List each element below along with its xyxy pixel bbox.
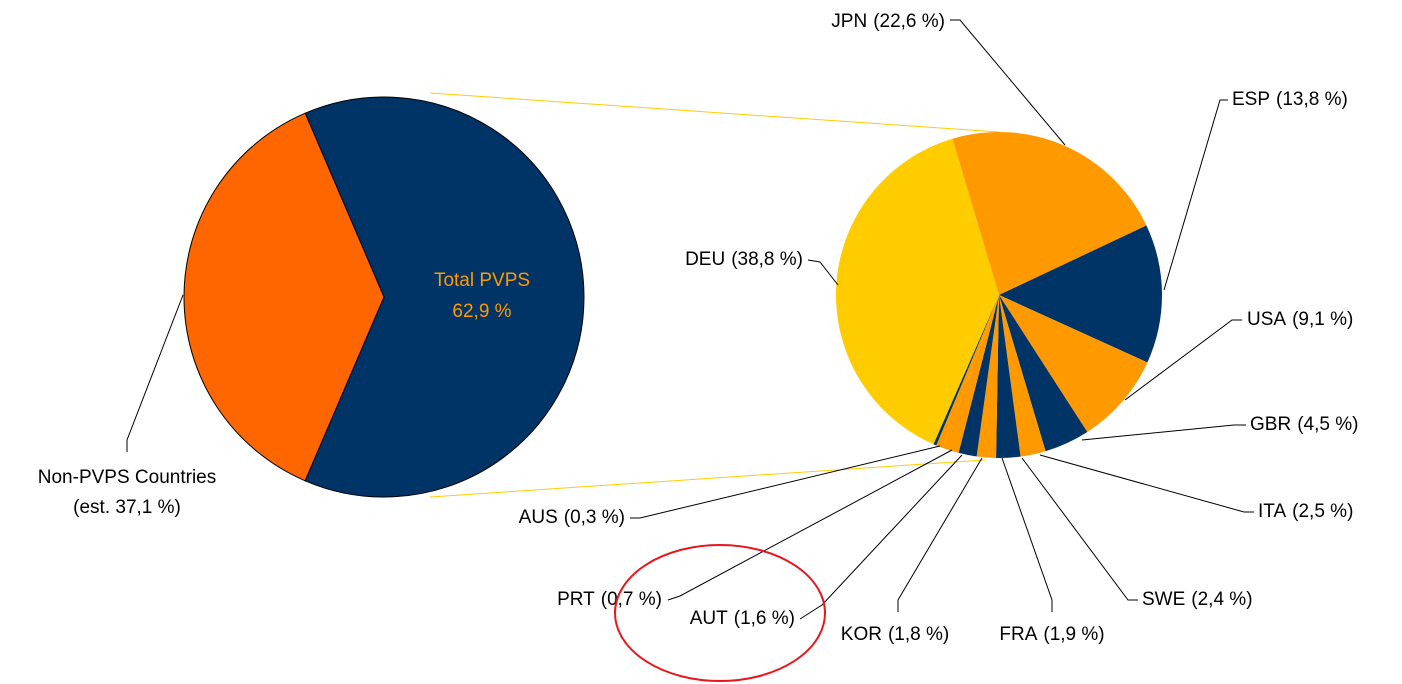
pie-slice: [999, 295, 1148, 433]
slice-label: GBR (4,5 %): [1250, 414, 1358, 435]
labels: Total PVPS 62,9 % Non-PVPS Countries (est. …: [38, 11, 1359, 645]
leader-line: [950, 19, 1066, 146]
category-label: PRT: [557, 589, 595, 610]
pie-slice: [304, 96, 585, 498]
connector-line: [429, 459, 986, 498]
value-label: 62,9 %: [452, 301, 511, 322]
leader-line: [630, 445, 941, 519]
pie-slice: [942, 295, 999, 453]
pie-slice: [996, 295, 1021, 458]
pie-slice: [958, 295, 999, 457]
pie-slice: [999, 225, 1163, 363]
slices: [183, 96, 1163, 498]
value-label: (0,7 %): [601, 589, 662, 610]
category-label: ITA: [1258, 501, 1286, 522]
value-label: (2,5 %): [1292, 501, 1353, 522]
slice-label: AUS (0,3 %): [519, 507, 625, 528]
value-label: (4,5 %): [1297, 414, 1358, 435]
connector-line: [429, 92, 1000, 133]
slice-label: JPN (22,6 %): [831, 11, 945, 32]
pie-slice: [952, 132, 1147, 295]
category-label: DEU: [685, 249, 725, 270]
leader-line: [126, 294, 184, 452]
leader-line: [1081, 424, 1246, 441]
value-label: (2,4 %): [1191, 589, 1252, 610]
leader-line: [1039, 454, 1254, 513]
slice-label: Total PVPS: [434, 270, 530, 291]
category-label: ESP: [1232, 89, 1270, 110]
slice-label: PRT (0,7 %): [557, 589, 662, 610]
pie-slice: [976, 295, 999, 458]
value-label: (13,8 %): [1276, 89, 1348, 110]
slice-label: AUT (1,6 %): [690, 608, 795, 629]
leader-line: [897, 457, 983, 612]
value-label: (1,9 %): [1043, 624, 1104, 645]
pie-slice: [936, 295, 999, 449]
category-label: AUT: [690, 608, 728, 629]
category-label: AUS: [519, 507, 558, 528]
highlight-circle: [614, 544, 826, 682]
slice-label: DEU (38,8 %): [685, 249, 803, 270]
leader-line: [807, 259, 839, 286]
leader-line: [1021, 457, 1138, 601]
category-label: SWE: [1142, 589, 1185, 610]
pie-slice: [933, 295, 999, 446]
slice-label: ESP (13,8 %): [1232, 89, 1348, 110]
pie-slice: [999, 295, 1046, 457]
category-label: FRA: [999, 624, 1037, 645]
slice-label: SWE (2,4 %): [1142, 589, 1253, 610]
pie-slice: [183, 112, 385, 482]
pie-slice: [999, 295, 1088, 452]
leader-line: [799, 454, 963, 620]
category-label: GBR: [1250, 414, 1291, 435]
leader-line: [667, 449, 953, 601]
value-label: (0,3 %): [564, 507, 625, 528]
slice-label: Non-PVPS Countries: [38, 467, 216, 488]
category-label: KOR: [841, 624, 882, 645]
leader-line: [1001, 457, 1053, 612]
category-label: USA: [1247, 309, 1286, 330]
value-label: (1,6 %): [734, 608, 795, 629]
slice-label: ITA (2,5 %): [1258, 501, 1353, 522]
slice-label: KOR (1,8 %): [841, 624, 949, 645]
slice-label: USA (9,1 %): [1247, 309, 1353, 330]
value-label: (38,8 %): [731, 249, 803, 270]
leader-line: [1124, 319, 1242, 401]
leader-line: [1163, 99, 1228, 291]
slice-label: FRA (1,9 %): [999, 624, 1104, 645]
pie-slice: [836, 138, 999, 445]
value-label: (9,1 %): [1292, 309, 1353, 330]
value-label: (1,8 %): [888, 624, 949, 645]
category-label: JPN: [831, 11, 867, 32]
value-label: (22,6 %): [873, 11, 945, 32]
value-label: (est. 37,1 %): [73, 497, 181, 518]
